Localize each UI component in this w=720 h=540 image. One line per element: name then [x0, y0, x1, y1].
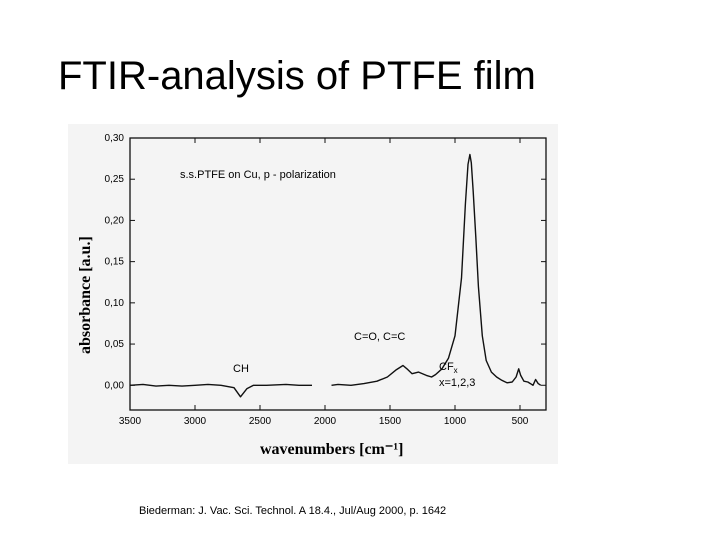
cfx-label: CF	[439, 361, 454, 373]
x-tick-label: 500	[512, 416, 529, 427]
x-tick-label: 2500	[249, 416, 272, 427]
y-tick-label: 0,15	[105, 257, 125, 268]
x-tick-label: 1000	[444, 416, 467, 427]
co-peak-label: C=O, C=C	[354, 331, 405, 343]
x-axis-title: wavenumbers [cm⁻¹]	[260, 441, 403, 458]
cfx-peak-label: CFx	[439, 361, 458, 375]
citation: Biederman: J. Vac. Sci. Technol. A 18.4.…	[139, 505, 447, 517]
x-tick-label: 2000	[314, 416, 337, 427]
ftir-figure: 3500 3000 2500 2000 1500 1000 500 0,00 0,05 0,10 0…	[68, 124, 558, 464]
x-tick-label: 3000	[184, 416, 207, 427]
slide-title: FTIR-analysis of PTFE film	[58, 54, 536, 98]
ticks-layer: 3500 3000 2500 2000 1500 1000 500 0,00 0,05 0,10 0…	[105, 133, 546, 427]
y-tick-label: 0,20	[105, 215, 125, 226]
plot-frame	[129, 137, 547, 411]
spectrum-line	[331, 153, 542, 386]
y-axis-title: absorbance [a.u.]	[77, 236, 94, 354]
ch-peak-label: CH	[233, 363, 249, 375]
y-tick-label: 0,05	[105, 339, 125, 350]
x-tick-label: 3500	[119, 416, 142, 427]
y-tick-label: 0,00	[105, 380, 125, 391]
y-tick-label: 0,30	[105, 133, 125, 144]
legend-label: s.s.PTFE on Cu, p - polarization	[180, 169, 336, 181]
x-tick-label: 1500	[379, 416, 402, 427]
ftir-chart: 3500 3000 2500 2000 1500 1000 500 0,00 0,05 0,10 0…	[77, 133, 547, 458]
y-tick-label: 0,25	[105, 174, 125, 185]
series-layer	[129, 153, 542, 398]
spectrum-line	[129, 383, 312, 398]
y-tick-label: 0,10	[105, 298, 125, 309]
x-values-label: x=1,2,3	[439, 377, 475, 389]
cfx-subscript: x	[454, 366, 458, 375]
